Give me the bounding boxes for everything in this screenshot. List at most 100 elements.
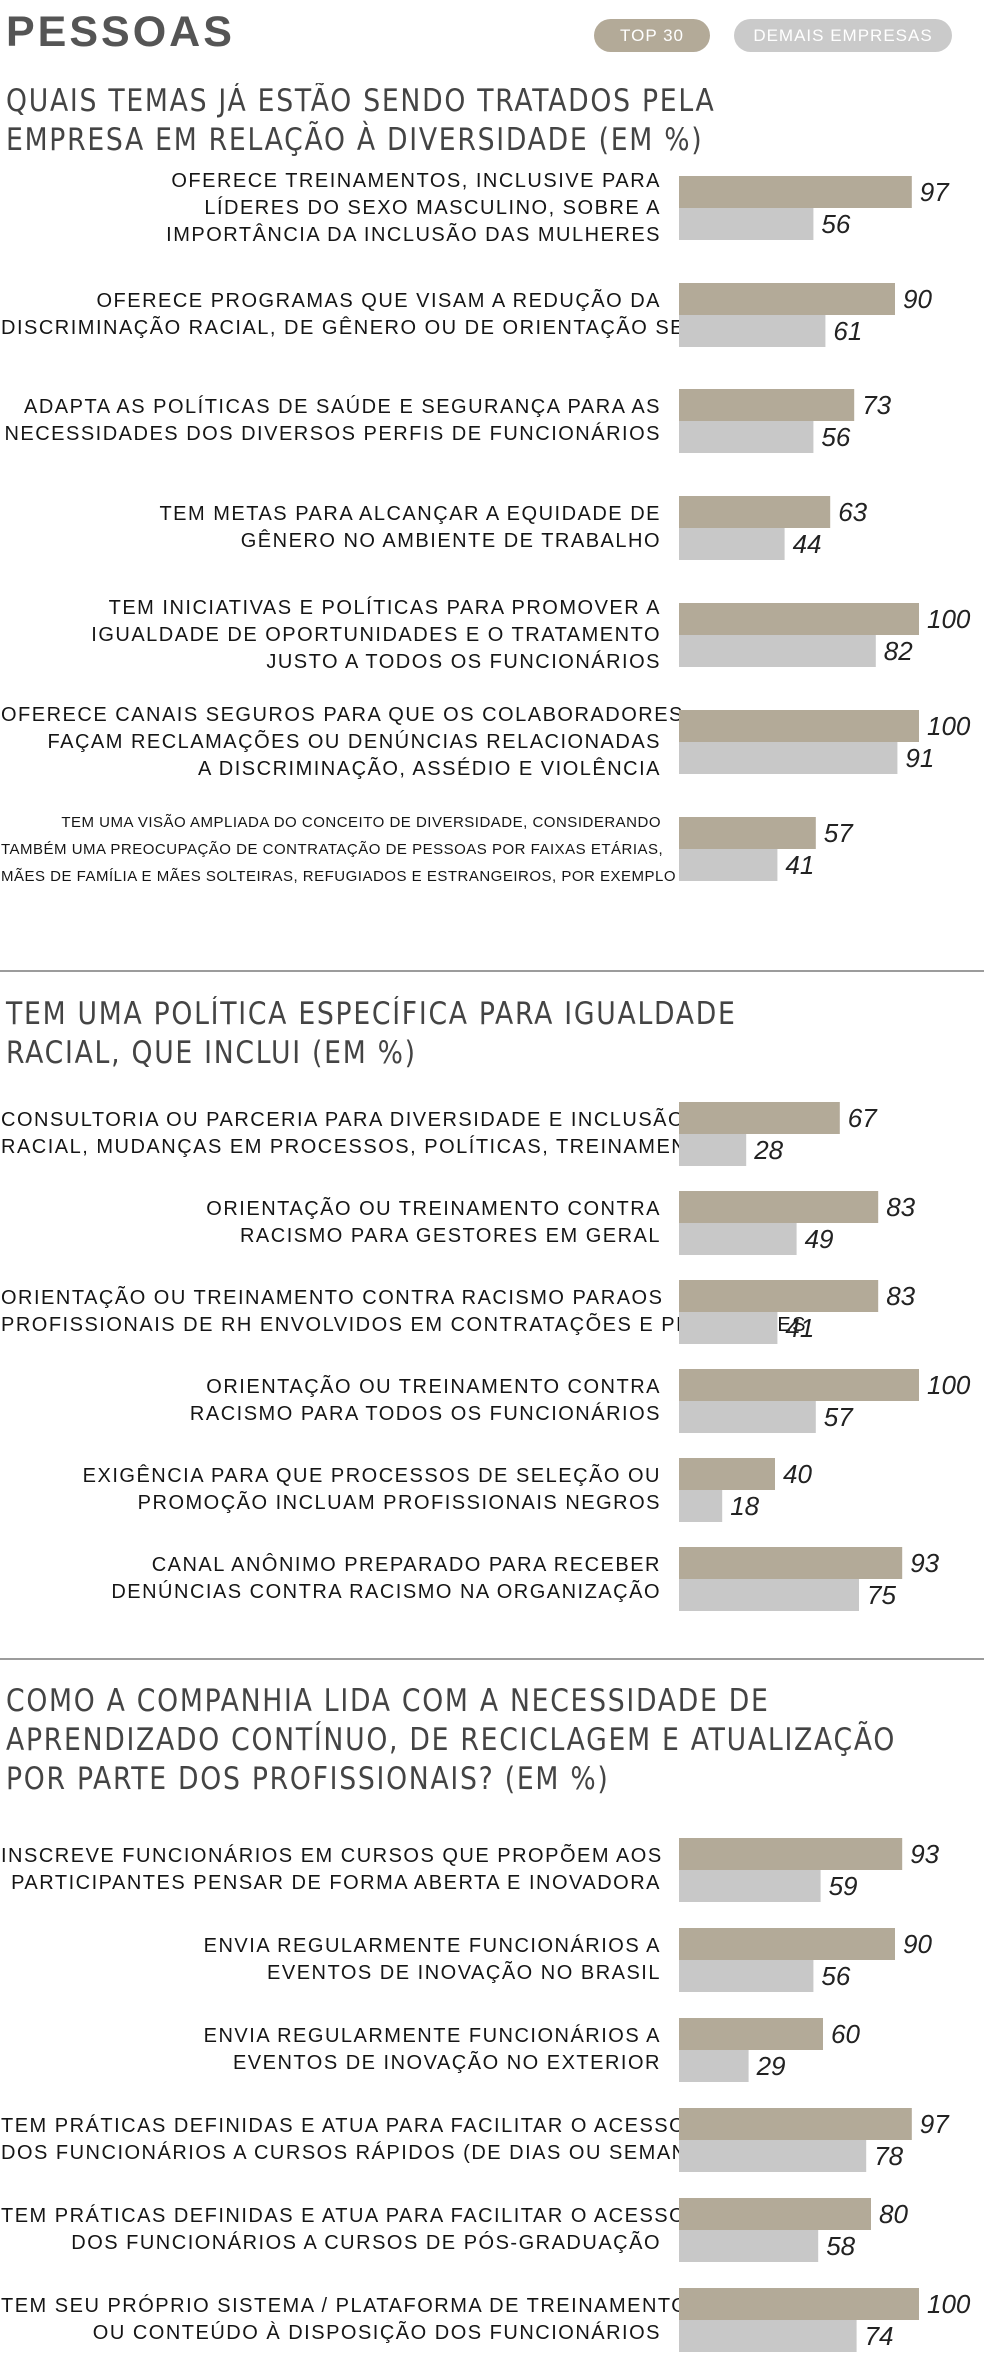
- row-label-line: TEM PRÁTICAS DEFINIDAS E ATUA PARA FACIL…: [1, 2115, 687, 2137]
- bar-top30: [679, 496, 831, 528]
- row-label-line: LÍDERES DO SEXO MASCULINO, SOBRE A: [204, 196, 661, 219]
- row-label-line: RACISMO PARA GESTORES EM GERAL: [239, 1225, 661, 1247]
- row-label: ORIENTAÇÃO OU TREINAMENTO CONTRA RACISMO…: [1, 1285, 807, 1339]
- row-label: TEM SEU PRÓPRIO SISTEMA / PLATAFORMA DE …: [1, 2293, 687, 2347]
- bar-top30: [679, 1928, 895, 1960]
- row-label: TEM UMA VISÃO AMPLIADA DO CONCEITO DE DI…: [1, 809, 677, 890]
- bar-top30: [679, 1458, 775, 1490]
- row-label-line: DENÚNCIAS CONTRA RACISMO NA ORGANIZAÇÃO: [111, 1581, 661, 1603]
- section-title-line: EMPRESA EM RELAÇÃO À DIVERSIDADE (EM %): [6, 122, 704, 158]
- value-label-top30: 83: [886, 1281, 915, 1311]
- bar-top30: [679, 710, 919, 742]
- row-label-line: ORIENTAÇÃO OU TREINAMENTO CONTRA: [206, 1198, 661, 1220]
- value-label-others: 41: [785, 850, 814, 880]
- value-label-top30: 40: [783, 1459, 812, 1489]
- section-title: QUAIS TEMAS JÁ ESTÃO SENDO TRATADOS PELA…: [6, 82, 715, 160]
- bar-top30: [679, 603, 919, 635]
- section-divider: [0, 970, 984, 972]
- row-label-line: IGUALDADE DE OPORTUNIDADES E O TRATAMENT…: [91, 623, 661, 646]
- bar-others: [679, 1134, 747, 1166]
- value-label-top30: 100: [927, 711, 971, 741]
- row-label-line: OFERECE PROGRAMAS QUE VISAM A REDUÇÃO DA: [96, 290, 661, 312]
- value-label-top30: 100: [927, 2289, 971, 2319]
- row-label-line: DOS FUNCIONÁRIOS A CURSOS RÁPIDOS (DE DI…: [1, 2142, 726, 2164]
- bar-others: [679, 315, 826, 347]
- value-label-top30: 63: [838, 497, 867, 527]
- value-label-others: 59: [829, 1871, 858, 1901]
- bar-others: [679, 1490, 723, 1522]
- row-label-line: FAÇAM RECLAMAÇÕES OU DENÚNCIAS RELACIONA…: [47, 730, 661, 753]
- value-label-others: 41: [785, 1313, 814, 1343]
- section-title-line: POR PARTE DOS PROFISSIONAIS? (EM %): [6, 1761, 610, 1797]
- value-label-top30: 97: [920, 177, 950, 207]
- row-label: ENVIA REGULARMENTE FUNCIONÁRIOS A EVENTOS…: [1, 1933, 661, 1987]
- bar-others: [679, 2050, 749, 2082]
- row-label-line: ENVIA REGULARMENTE FUNCIONÁRIOS A: [203, 2025, 661, 2047]
- row-label-line: TEM PRÁTICAS DEFINIDAS E ATUA PARA FACIL…: [1, 2205, 687, 2227]
- page-title: PESSOAS: [6, 8, 235, 56]
- bar-top30: [679, 2108, 912, 2140]
- value-label-top30: 73: [862, 390, 891, 420]
- value-label-others: 57: [824, 1402, 854, 1432]
- row-label: ORIENTAÇÃO OU TREINAMENTO CONTRA RACISMO …: [1, 1374, 661, 1428]
- row-label-line: PROFISSIONAIS DE RH ENVOLVIDOS EM CONTRA…: [1, 1314, 807, 1336]
- row-label-line: EVENTOS DE INOVAÇÃO NO EXTERIOR: [232, 2052, 661, 2074]
- bar-others: [679, 1312, 778, 1344]
- bar-top30: [679, 1280, 879, 1312]
- section-divider: [0, 1658, 984, 1660]
- value-label-others: 18: [730, 1491, 759, 1521]
- row-label-line: A DISCRIMINAÇÃO, ASSÉDIO E VIOLÊNCIA: [198, 757, 661, 780]
- row-label: CONSULTORIA OU PARCERIA PARA DIVERSIDADE…: [1, 1107, 733, 1161]
- value-label-top30: 80: [879, 2199, 908, 2229]
- value-label-others: 56: [821, 209, 850, 239]
- value-label-others: 56: [821, 1961, 850, 1991]
- row-label: TEM PRÁTICAS DEFINIDAS E ATUA PARA FACIL…: [1, 2203, 687, 2257]
- row-label-line: RACISMO PARA TODOS OS FUNCIONÁRIOS: [189, 1403, 661, 1425]
- row-label-line: OU CONTEÚDO À DISPOSIÇÃO DOS FUNCIONÁRIO…: [92, 2322, 661, 2344]
- row-label-line: RACIAL, MUDANÇAS EM PROCESSOS, POLÍTICAS…: [1, 1136, 733, 1158]
- bar-top30: [679, 2018, 823, 2050]
- value-label-others: 28: [753, 1135, 783, 1165]
- value-label-others: 61: [833, 316, 862, 346]
- section-title-line: RACIAL, QUE INCLUI (EM %): [6, 1035, 417, 1071]
- section-title-line: COMO A COMPANHIA LIDA COM A NECESSIDADE …: [6, 1683, 770, 1719]
- value-label-others: 75: [867, 1580, 896, 1610]
- bar-top30: [679, 1547, 903, 1579]
- bar-others: [679, 1223, 797, 1255]
- value-label-others: 56: [821, 422, 850, 452]
- bar-others: [679, 421, 814, 453]
- section-title-line: APRENDIZADO CONTÍNUO, DE RECICLAGEM E AT…: [6, 1722, 897, 1758]
- value-label-top30: 83: [886, 1192, 915, 1222]
- value-label-top30: 90: [903, 1929, 932, 1959]
- value-label-top30: 100: [927, 604, 971, 634]
- section-title: COMO A COMPANHIA LIDA COM A NECESSIDADE …: [6, 1682, 896, 1799]
- row-label-line: TEM INICIATIVAS E POLÍTICAS PARA PROMOVE…: [108, 596, 661, 619]
- value-label-others: 49: [805, 1224, 834, 1254]
- row-label-line: OFERECE TREINAMENTOS, INCLUSIVE PARA: [171, 169, 661, 192]
- bar-top30: [679, 2198, 871, 2230]
- row-label-line: JUSTO A TODOS OS FUNCIONÁRIOS: [266, 650, 661, 673]
- value-label-top30: 93: [910, 1548, 939, 1578]
- row-label-line: DISCRIMINAÇÃO RACIAL, DE GÊNERO OU DE OR…: [1, 317, 744, 339]
- value-label-top30: 90: [903, 284, 932, 314]
- row-label: TEM METAS PARA ALCANÇAR A EQUIDADE DE GÊN…: [1, 501, 661, 555]
- bar-others: [679, 849, 778, 881]
- bar-others: [679, 742, 898, 774]
- bar-others: [679, 2320, 857, 2352]
- bar-top30: [679, 1191, 879, 1223]
- row-label-line: ORIENTAÇÃO OU TREINAMENTO CONTRA RACISMO…: [1, 1287, 664, 1309]
- bar-top30: [679, 1369, 919, 1401]
- row-label: INSCREVE FUNCIONÁRIOS EM CURSOS QUE PROP…: [1, 1843, 661, 1897]
- row-label: TEM INICIATIVAS E POLÍTICAS PARA PROMOVE…: [1, 595, 661, 676]
- value-label-top30: 93: [910, 1839, 939, 1869]
- bar-others: [679, 1870, 821, 1902]
- row-label-line: DOS FUNCIONÁRIOS A CURSOS DE PÓS-GRADUAÇ…: [71, 2232, 661, 2254]
- legend-others: DEMAIS EMPRESAS: [734, 19, 952, 52]
- value-label-others: 58: [826, 2231, 855, 2261]
- row-label-line: MÃES DE FAMÍLIA E MÃES SOLTEIRAS, REFUGI…: [1, 867, 677, 885]
- bar-others: [679, 2140, 867, 2172]
- value-label-top30: 67: [848, 1103, 878, 1133]
- value-label-others: 91: [905, 743, 934, 773]
- row-label-line: NECESSIDADES DOS DIVERSOS PERFIS DE FUNC…: [4, 423, 661, 445]
- value-label-top30: 97: [920, 2109, 950, 2139]
